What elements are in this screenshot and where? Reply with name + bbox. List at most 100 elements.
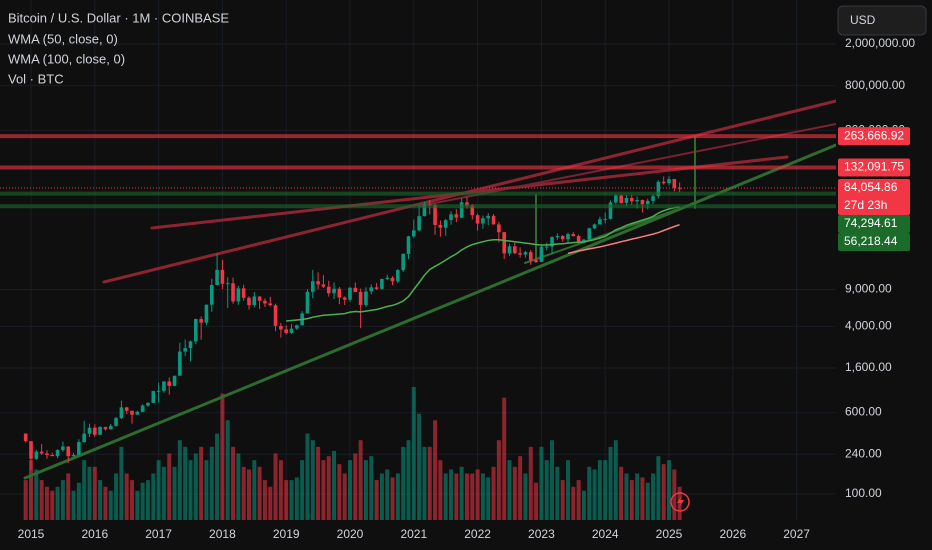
volume-bar [438, 460, 443, 520]
volume-bar [550, 440, 555, 520]
volume-bar [50, 490, 55, 520]
volume-bar [60, 480, 65, 520]
candle-body [481, 218, 485, 224]
alert-icon[interactable] [677, 495, 684, 509]
volume-bar [544, 460, 549, 520]
candle-body [406, 236, 411, 254]
candle-body [241, 288, 246, 298]
volume-bar [395, 473, 400, 520]
volume-bar [587, 466, 592, 520]
x-tick-label: 2015 [18, 527, 45, 541]
volume-bar [348, 460, 352, 520]
volume-bar [411, 387, 416, 520]
candle-body [82, 433, 86, 442]
x-tick-label: 2026 [719, 527, 746, 541]
candle-body [598, 219, 602, 225]
volume-bar [390, 477, 395, 520]
candle-body [353, 287, 358, 292]
candle-body [61, 446, 65, 451]
candle-body [651, 196, 655, 201]
volume-bar [677, 486, 682, 520]
volume-bar [645, 482, 650, 520]
x-tick-label: 2016 [81, 527, 108, 541]
candle-body [114, 418, 118, 426]
candle-body [358, 291, 363, 305]
candle-body [656, 181, 661, 197]
candle-body [310, 281, 315, 292]
volume-bar [597, 460, 602, 520]
volume-bar [464, 473, 469, 520]
price-tag [838, 233, 910, 252]
candle-body [614, 195, 618, 203]
volume-bar [555, 466, 560, 520]
price-tag [838, 127, 910, 146]
candle-body [587, 228, 592, 240]
candle-body [337, 288, 342, 298]
volume-bar [87, 466, 92, 520]
candle-body [215, 269, 219, 285]
volume-bar [316, 446, 321, 520]
x-tick-label: 2023 [528, 527, 555, 541]
price-tags: 263,666.92 132,091.75 84,054.86 27d 23h 74,2… [838, 127, 910, 252]
candle-body [183, 348, 187, 352]
y-tick-label: 2,000,000.00 [845, 36, 915, 50]
volume-bar [374, 480, 379, 520]
alert-icon[interactable] [670, 492, 690, 512]
price-axis [836, 0, 932, 520]
volume-bar [103, 486, 108, 520]
volume-bar [608, 446, 613, 520]
candle-body [45, 453, 49, 455]
x-tick-label: 2017 [145, 527, 172, 541]
volume-bar [82, 460, 87, 520]
y-tick-label: 800,000.00 [845, 78, 905, 92]
candle-body [608, 202, 613, 219]
volume-bar [257, 466, 262, 520]
volume-bar [98, 480, 103, 520]
candle-body [635, 199, 639, 202]
y-tick-label: 4,000.00 [845, 319, 892, 333]
volume-bar [225, 420, 230, 520]
volume-bar [135, 490, 140, 520]
volume-bar [475, 469, 480, 520]
candle-body [449, 214, 453, 221]
volume-bar [278, 460, 283, 520]
indicator-line [567, 223, 680, 255]
candle-body [470, 205, 475, 216]
candle-body [231, 283, 235, 302]
volume-bar [539, 446, 544, 520]
candle-body [29, 441, 33, 459]
candle-body [507, 246, 512, 254]
volume-bar [220, 393, 225, 520]
y-tick-label: 9,000.00 [845, 282, 892, 296]
volume-bar [656, 456, 661, 520]
candle-body [135, 411, 140, 415]
price-tag [838, 215, 910, 234]
candle-body [619, 195, 623, 203]
y-tick-label: 100.00 [845, 486, 882, 500]
currency-button[interactable] [837, 5, 927, 36]
volume-bar [231, 446, 236, 520]
volume-bar [502, 397, 507, 520]
volume-bar [459, 466, 464, 520]
candle-body [119, 407, 124, 419]
candle-body [677, 187, 682, 189]
currency[interactable]: USD [850, 13, 876, 27]
candle-body [162, 381, 166, 391]
volume-bar [39, 480, 44, 520]
x-tick-label: 2021 [400, 527, 427, 541]
indicator-line [286, 206, 680, 322]
indicator-lines [286, 206, 680, 322]
candle-body [87, 427, 92, 434]
volume-bar [284, 480, 289, 520]
candle-body [576, 236, 581, 242]
volume-bar [321, 460, 326, 520]
volume-bar [92, 466, 97, 520]
volume-bar [667, 460, 671, 520]
volume-bar [236, 453, 241, 520]
volume-bar [140, 482, 145, 520]
volume-bar [145, 480, 150, 520]
volume-bar [262, 480, 267, 520]
y-tick-label: 600.00 [845, 405, 882, 419]
